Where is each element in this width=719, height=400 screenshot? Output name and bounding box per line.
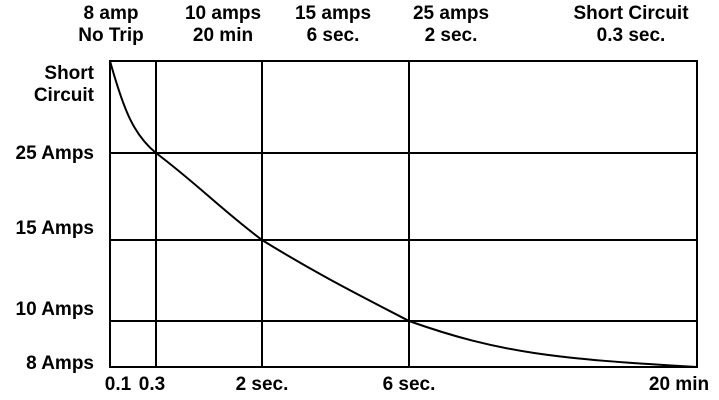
y-axis-labels: Short Circuit 25 Amps 15 Amps 10 Amps 8 Amps <box>16 63 95 374</box>
x-tick-label-6-sec: 6 sec. <box>383 374 436 395</box>
y-axis-label-15-amps: 15 Amps <box>16 218 95 239</box>
y-axis-label-8-amps-line-1: 8 Amps <box>26 353 94 374</box>
y-axis-label-10-amps-line-1: 10 Amps <box>16 299 95 320</box>
x-tick-label-2-sec: 2 sec. <box>236 374 289 395</box>
x-tick-label-0-3: 0.3 <box>139 374 165 395</box>
top-label-4: 25 amps 2 sec. <box>413 3 489 46</box>
y-axis-label-short-circuit-line-1: Short <box>44 63 94 84</box>
y-axis-label-25-amps: 25 Amps <box>16 143 95 164</box>
top-label-5-line-2: 0.3 sec. <box>597 25 666 46</box>
top-label-5-line-1: Short Circuit <box>573 3 689 24</box>
top-label-3-line-1: 15 amps <box>295 3 371 24</box>
top-labels: 8 amp No Trip 10 amps 20 min 15 amps 6 sec. 25… <box>78 3 689 46</box>
top-label-2-line-1: 10 amps <box>185 3 261 24</box>
y-axis-label-10-amps: 10 Amps <box>16 299 95 320</box>
y-axis-label-15-amps-line-1: 15 Amps <box>16 218 95 239</box>
top-label-1-line-1: 8 amp <box>84 3 139 24</box>
x-tick-labels: 0.1 0.3 2 sec. 6 sec. 20 min <box>105 374 709 395</box>
top-label-2-line-2: 20 min <box>193 25 253 46</box>
y-axis-label-short-circuit: Short Circuit <box>34 63 95 106</box>
top-label-5: Short Circuit 0.3 sec. <box>573 3 689 46</box>
top-label-3-line-2: 6 sec. <box>307 25 360 46</box>
y-axis-label-8-amps: 8 Amps <box>26 353 94 374</box>
top-label-3: 15 amps 6 sec. <box>295 3 371 46</box>
top-label-1: 8 amp No Trip <box>78 3 143 46</box>
y-axis-label-25-amps-line-1: 25 Amps <box>16 143 95 164</box>
x-tick-label-20-min: 20 min <box>649 374 709 395</box>
grid-layer <box>110 61 697 367</box>
top-label-2: 10 amps 20 min <box>185 3 261 46</box>
top-label-4-line-2: 2 sec. <box>425 25 478 46</box>
y-axis-label-short-circuit-line-2: Circuit <box>34 85 95 106</box>
top-label-1-line-2: No Trip <box>78 25 143 46</box>
x-tick-label-0-1: 0.1 <box>105 374 132 395</box>
trip-curve-line <box>109 60 698 368</box>
top-label-4-line-1: 25 amps <box>413 3 489 24</box>
plot-frame <box>109 60 698 368</box>
